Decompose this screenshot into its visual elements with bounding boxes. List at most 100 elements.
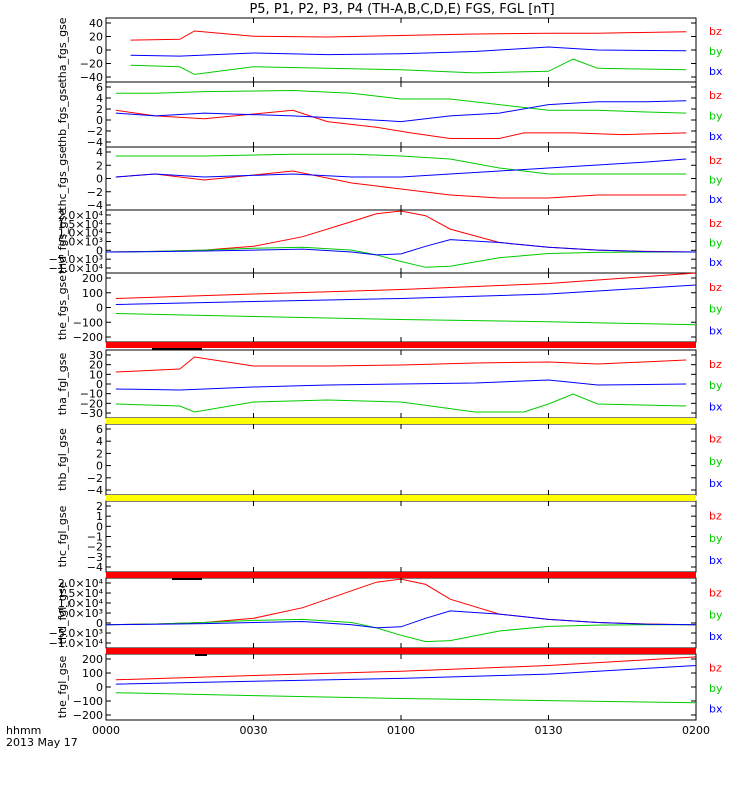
legend-bz: bz <box>709 89 722 102</box>
legend-by: by <box>709 608 723 621</box>
panel-2: 420−2−4 thc_fgs_gse bz by bx <box>56 146 723 212</box>
y-axis-label: thb_fgl_gse <box>56 428 69 491</box>
y-tick-label: 5.0×10³ <box>58 236 103 249</box>
panel-3: 2.0×10⁴1.5×10⁴1.0×10⁴5.0×10³0−5.0×10³−1.… <box>49 209 723 275</box>
series-line-bz <box>130 30 687 41</box>
x-tick-label: 0000 <box>92 724 120 737</box>
series-line-bx <box>115 665 697 685</box>
y-tick-label: −4 <box>87 561 103 574</box>
legend-bz: bz <box>709 154 722 167</box>
legend-bz: bz <box>709 281 722 294</box>
panel-frame <box>105 423 697 496</box>
y-tick-label: −2 <box>87 472 103 485</box>
y-axis-label: thb_fgs_gse <box>56 82 69 148</box>
series-line-by <box>115 393 687 413</box>
legend-by: by <box>709 110 723 123</box>
x-tick-label: 0100 <box>387 724 415 737</box>
y-tick-label: −1.0×10⁴ <box>49 637 104 650</box>
x-tick-label: 0130 <box>535 724 563 737</box>
panel-frame <box>105 577 697 649</box>
y-tick-label: 2.0×10⁴ <box>58 577 104 590</box>
y-tick-label: −1 <box>87 531 103 544</box>
series-line-bz <box>105 210 697 253</box>
legend-bx: bx <box>709 703 723 716</box>
y-tick-label: −4 <box>87 136 103 149</box>
legend-bx: bx <box>709 554 723 567</box>
legend-by: by <box>709 532 723 545</box>
y-tick-label: 10 <box>89 368 103 381</box>
flag-bar-yellow-2 <box>106 495 696 501</box>
panel-frame <box>105 500 697 573</box>
legend-by: by <box>709 303 723 316</box>
series-line-by <box>115 89 687 114</box>
series-line-bz <box>105 578 697 626</box>
y-tick-label: 1.0×10⁴ <box>58 597 104 610</box>
series-line-bz <box>115 356 687 373</box>
y-tick-label: −200 <box>73 331 103 344</box>
y-axis-label: thc_fgl_gse <box>56 505 69 567</box>
legend-by: by <box>709 236 723 249</box>
y-tick-label: 0 <box>96 114 103 127</box>
y-axis-label: tha_fgl_gse <box>56 353 69 416</box>
y-tick-label: 0 <box>96 302 103 315</box>
panel-4: 200 100 0−100 −200 the_fgs_gse bz by bx <box>56 272 723 344</box>
y-axis-label: tha_fgs_gse <box>56 17 69 82</box>
y-tick-label: 200 <box>82 653 103 666</box>
y-tick-label: 1.5×10⁴ <box>58 218 104 231</box>
y-tick-label: −200 <box>73 709 103 722</box>
legend-bx: bx <box>709 630 723 643</box>
y-tick-label: −100 <box>73 695 103 708</box>
legend-bz: bz <box>709 25 722 38</box>
series-line-by <box>115 313 697 326</box>
y-tick-label: 20 <box>89 359 103 372</box>
y-tick-label: 0 <box>96 460 103 473</box>
series-line-by <box>115 692 697 704</box>
y-tick-label: 4 <box>96 435 103 448</box>
panel-frame <box>105 653 697 721</box>
y-tick-label: 100 <box>82 667 103 680</box>
flag-bar-yellow-1 <box>106 418 696 424</box>
legend-bx: bx <box>709 65 723 78</box>
series-line-bz <box>115 272 697 299</box>
panel-frame <box>105 272 697 343</box>
y-tick-label: 30 <box>89 349 103 362</box>
y-axis-label: the_fgl_gse <box>56 656 69 719</box>
flag-bar-red-1 <box>106 342 696 348</box>
legend-by: by <box>709 455 723 468</box>
panel-8: 2.0×10⁴1.5×10⁴1.0×10⁴5.0×10³0−5.0×10³−1.… <box>49 577 723 650</box>
y-tick-label: −10 <box>80 388 103 401</box>
series-line-bx <box>115 158 687 178</box>
y-axis-label: the_fgs_gse <box>56 275 69 340</box>
series-line-bz <box>115 170 687 199</box>
y-tick-label: 0 <box>96 520 103 533</box>
flag-bars-group <box>106 342 696 656</box>
y-tick-label: −2 <box>87 125 103 138</box>
y-tick-label: −40 <box>80 71 103 84</box>
series-line-bx <box>130 46 687 57</box>
legend-bz: bz <box>709 661 722 674</box>
y-tick-label: 6 <box>96 81 103 94</box>
y-tick-label: −1.0×10⁴ <box>49 262 104 275</box>
legend-bx: bx <box>709 193 723 206</box>
y-tick-label: −100 <box>73 316 103 329</box>
y-tick-label: 0 <box>96 173 103 186</box>
legend-bx: bx <box>709 477 723 490</box>
y-tick-label: 6 <box>96 423 103 436</box>
flag-mark-3 <box>195 654 207 656</box>
legend-by: by <box>709 45 723 58</box>
x-axis-label-line1: hhmm <box>6 724 41 737</box>
y-tick-label: −2 <box>87 541 103 554</box>
legend-bz: bz <box>709 433 722 446</box>
x-tick-label: 0030 <box>240 724 268 737</box>
series-line-bx <box>105 239 697 256</box>
panel-frame <box>105 209 697 274</box>
y-tick-label: 40 <box>89 17 103 30</box>
y-tick-label: 100 <box>82 287 103 300</box>
y-tick-label: 0 <box>96 44 103 57</box>
y-tick-label: −20 <box>80 58 103 71</box>
